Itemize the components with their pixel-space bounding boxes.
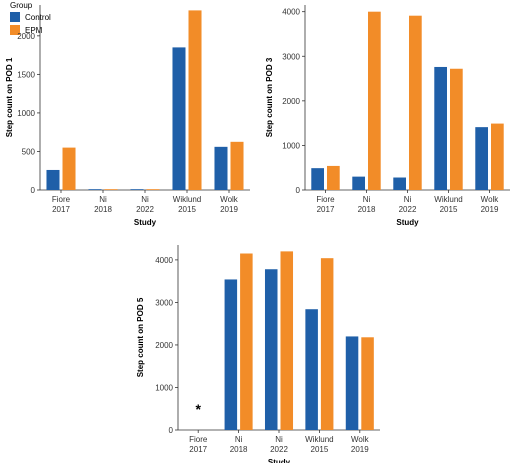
x-tick-label-year: 2015 — [311, 445, 329, 454]
x-tick-label: Wiklund — [434, 195, 462, 204]
x-tick-label-year: 2019 — [481, 205, 499, 214]
x-tick-label-year: 2017 — [189, 445, 207, 454]
x-tick-label-year: 2018 — [94, 205, 112, 214]
y-tick-label: 3000 — [282, 52, 300, 61]
x-tick-label: Ni — [363, 195, 371, 204]
legend: Group Control EPM — [10, 1, 51, 35]
bar-control — [345, 336, 359, 430]
x-tick-label-year: 2017 — [52, 205, 70, 214]
y-tick-label: 1000 — [282, 141, 300, 150]
x-tick-label-year: 2022 — [136, 205, 154, 214]
bar-epm — [327, 165, 340, 190]
bar-control — [311, 168, 324, 190]
x-tick-label-year: 2019 — [351, 445, 369, 454]
y-tick-label: 0 — [296, 186, 301, 195]
bar-epm — [104, 189, 118, 190]
panel-pod5: 01000200030004000Fiore2017Ni2018Ni2022Wi… — [136, 245, 380, 463]
x-tick-label: Ni — [404, 195, 412, 204]
x-tick-label-year: 2018 — [230, 445, 248, 454]
x-axis-title: Study — [396, 218, 419, 227]
x-tick-label-year: 2022 — [270, 445, 288, 454]
y-tick-label: 2000 — [282, 97, 300, 106]
x-tick-label: Fiore — [189, 435, 208, 444]
bar-epm — [320, 258, 334, 430]
y-tick-label: 4000 — [155, 256, 173, 265]
x-tick-label: Wiklund — [305, 435, 333, 444]
x-tick-label: Fiore — [52, 195, 71, 204]
y-axis-title: Step count on POD 1 — [5, 57, 14, 137]
bar-epm — [450, 68, 463, 190]
x-tick-label: Ni — [275, 435, 283, 444]
bar-control — [393, 177, 406, 190]
y-tick-label: 1000 — [17, 109, 35, 118]
x-tick-label-year: 2015 — [178, 205, 196, 214]
y-axis-title: Step count on POD 5 — [136, 297, 145, 377]
x-tick-label-year: 2015 — [440, 205, 458, 214]
bar-control — [88, 189, 102, 190]
legend-swatch-control — [10, 12, 20, 22]
x-tick-label-year: 2017 — [317, 205, 335, 214]
bar-epm — [280, 251, 294, 430]
y-tick-label: 1000 — [155, 383, 173, 392]
x-tick-label-year: 2018 — [358, 205, 376, 214]
y-tick-label: 1500 — [17, 70, 35, 79]
x-tick-label: Wolk — [481, 195, 500, 204]
bar-control — [224, 279, 238, 430]
bar-epm — [361, 337, 374, 430]
bar-epm — [230, 141, 244, 190]
x-tick-label: Wolk — [220, 195, 239, 204]
bar-epm — [62, 147, 76, 190]
legend-label-control: Control — [25, 13, 51, 22]
bar-control — [130, 189, 144, 190]
y-tick-label: 2000 — [155, 341, 173, 350]
bar-epm — [146, 189, 160, 190]
bar-epm — [409, 15, 422, 191]
y-tick-label: 0 — [31, 186, 36, 195]
x-axis-title: Study — [268, 458, 291, 463]
bar-control — [352, 176, 365, 190]
bar-control — [475, 127, 488, 190]
x-tick-label-year: 2022 — [399, 205, 417, 214]
x-tick-label: Fiore — [316, 195, 335, 204]
x-tick-label: Ni — [99, 195, 107, 204]
bar-control — [434, 66, 447, 190]
bar-epm — [240, 253, 253, 430]
y-tick-label: 500 — [22, 147, 36, 156]
y-axis-title: Step count on POD 3 — [265, 57, 274, 137]
panel-pod3: 01000200030004000Fiore2017Ni2018Ni2022Wi… — [265, 5, 510, 227]
x-tick-label: Wolk — [351, 435, 370, 444]
legend-swatch-epm — [10, 25, 20, 35]
panel-pod1: 0500100015002000Fiore2017Ni2018Ni2022Wik… — [5, 5, 250, 227]
bar-epm — [188, 10, 202, 191]
bar-epm — [491, 123, 504, 190]
x-tick-label: Ni — [141, 195, 149, 204]
y-tick-label: 4000 — [282, 8, 300, 17]
bar-epm — [368, 11, 381, 190]
x-tick-label: Wiklund — [173, 195, 201, 204]
bar-control — [46, 169, 60, 190]
legend-title: Group — [10, 1, 33, 10]
bar-control — [172, 47, 186, 191]
bar-control — [264, 269, 278, 430]
x-tick-label: Ni — [235, 435, 243, 444]
y-tick-label: 2000 — [17, 32, 35, 41]
y-tick-label: 3000 — [155, 298, 173, 307]
bar-control — [305, 309, 318, 430]
y-tick-label: 0 — [169, 426, 174, 435]
x-tick-label-year: 2019 — [220, 205, 238, 214]
bar-control — [214, 146, 228, 190]
annotation-asterisk: * — [195, 401, 201, 417]
legend-label-epm: EPM — [25, 26, 43, 35]
x-axis-title: Study — [134, 218, 157, 227]
